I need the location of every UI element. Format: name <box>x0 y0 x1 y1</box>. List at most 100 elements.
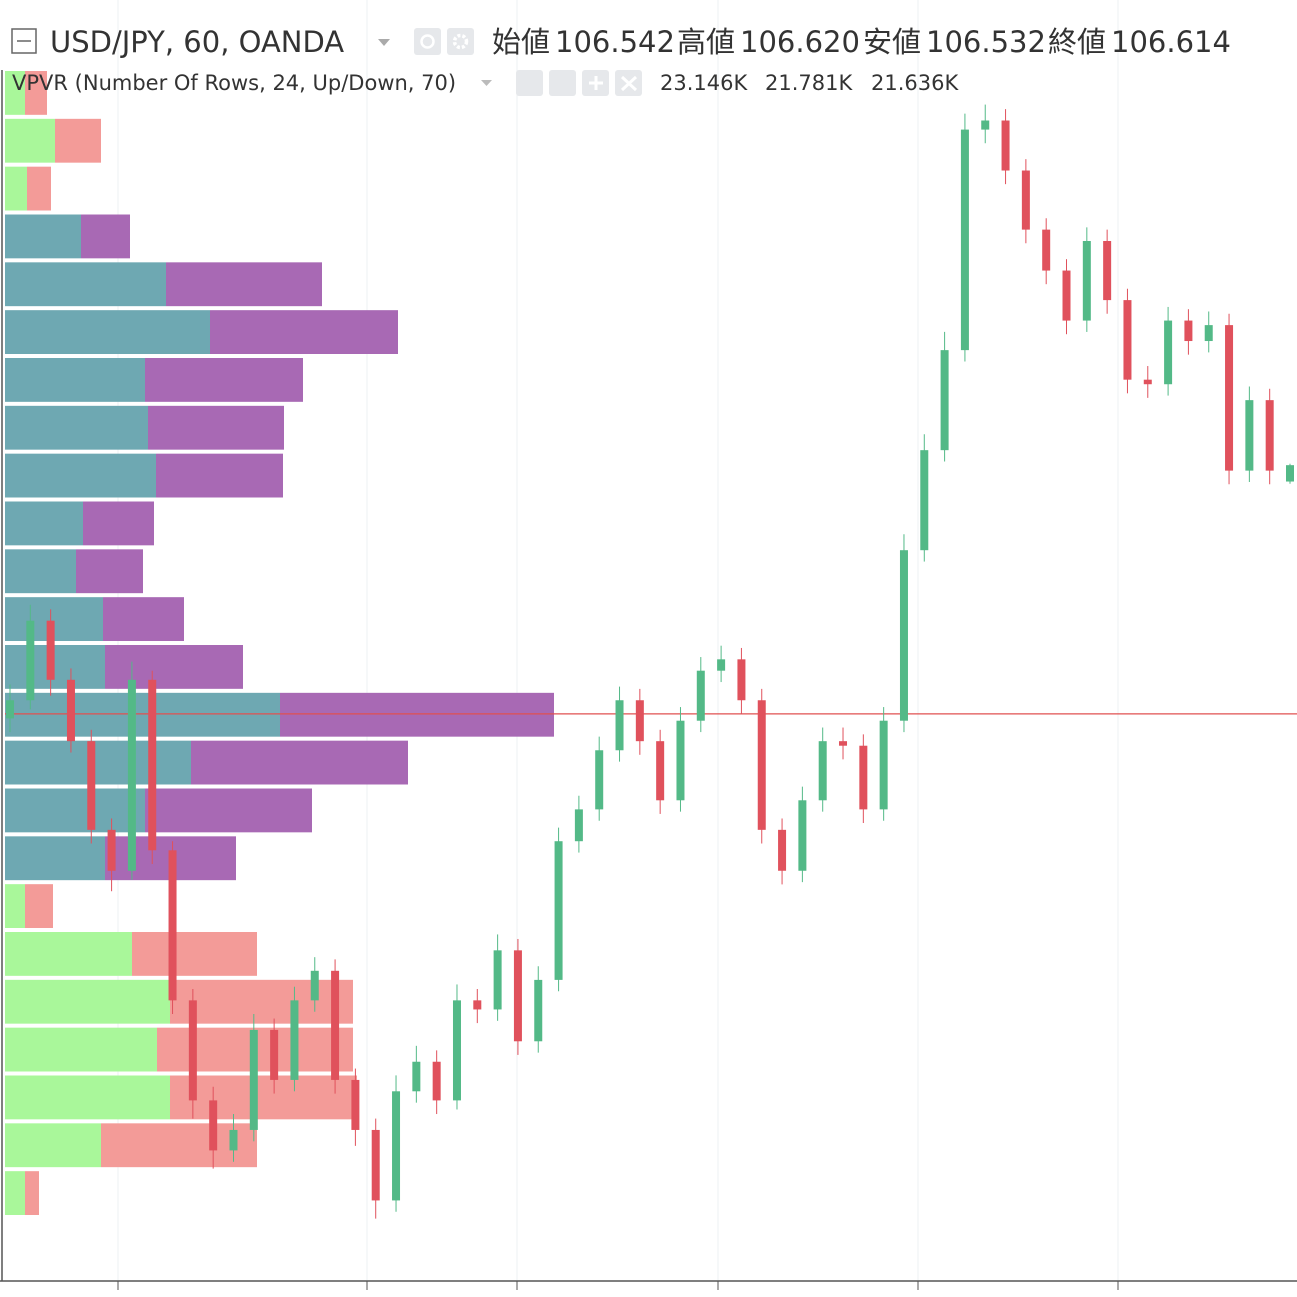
indicator-value: 21.636K <box>871 71 959 95</box>
candle-body <box>534 979 543 1042</box>
candle-body <box>229 1129 238 1151</box>
candle-body <box>1245 400 1254 471</box>
candle-body <box>1204 325 1213 342</box>
eye-icon <box>420 34 435 49</box>
candle-body <box>26 620 35 701</box>
candle-body <box>1164 320 1173 385</box>
volume-bar <box>5 884 25 928</box>
gear-icon <box>452 33 469 50</box>
header: USD/JPY, 60, OANDA 始値 106.542 高値 106.620… <box>11 25 1231 96</box>
volume-bar <box>5 979 170 1024</box>
indicator-value: 21.781K <box>765 71 853 95</box>
volume-bar <box>5 405 148 450</box>
ohlc-value: 106.620 <box>740 25 860 59</box>
ohlc-label: 安値 <box>863 25 921 59</box>
volume-bar <box>191 740 408 785</box>
candle-body <box>127 679 136 871</box>
candle-body <box>270 1029 279 1080</box>
candle-body <box>717 659 726 671</box>
candle-body <box>1184 320 1193 342</box>
candle-body <box>899 550 908 721</box>
settings-button[interactable] <box>447 28 474 55</box>
volume-bar <box>5 501 83 546</box>
candle-body <box>331 970 340 1080</box>
x-ticks <box>117 1281 1119 1290</box>
candle-body <box>839 741 848 746</box>
candle-body <box>1123 300 1132 380</box>
volume-bar <box>25 1171 39 1215</box>
volume-bar <box>105 645 243 689</box>
volume-bar <box>27 166 51 211</box>
volume-bar <box>170 979 353 1024</box>
candle-body <box>351 1079 360 1130</box>
volume-bar <box>5 262 166 307</box>
volume-bar <box>156 453 283 498</box>
candle-body <box>493 950 502 1010</box>
symbol[interactable]: USD/JPY, 60, OANDA <box>50 25 344 59</box>
volume-bar <box>280 692 554 737</box>
volume-bar <box>5 214 81 259</box>
candle-body <box>412 1061 421 1092</box>
volume-bar <box>5 932 132 976</box>
candle-body <box>798 800 807 871</box>
volume-bar <box>5 1075 170 1120</box>
candle-body <box>1042 229 1051 271</box>
volume-bar <box>5 71 25 115</box>
dropdown[interactable] <box>378 39 390 46</box>
volume-bar <box>148 405 284 450</box>
volume-bar <box>5 166 27 211</box>
candle-body <box>452 1000 461 1101</box>
volume-bar <box>25 71 47 115</box>
ohlc-label: 終値 <box>1048 25 1106 59</box>
candle-body <box>392 1091 401 1201</box>
dropdown[interactable] <box>481 80 492 86</box>
candle-body <box>6 700 14 719</box>
candle-body <box>188 1000 197 1101</box>
candle-body <box>635 700 644 742</box>
ohlc-label: 始値 <box>492 25 550 59</box>
volume-bar <box>170 1075 357 1120</box>
volume-bar <box>5 118 55 163</box>
ohlc-label: 高値 <box>677 25 735 59</box>
volume-bar <box>5 453 156 498</box>
volume-bar <box>55 118 101 163</box>
indicator-title[interactable]: VPVR (Number Of Rows, 24, Up/Down, 70) <box>12 71 456 95</box>
candle-body <box>981 120 990 130</box>
volume-bar <box>5 1027 157 1072</box>
candle-body <box>1082 240 1091 321</box>
candle-body <box>148 679 157 851</box>
settings-button[interactable] <box>549 70 576 96</box>
candle-body <box>656 741 665 801</box>
volume-bar <box>210 310 398 354</box>
candle-body <box>209 1100 218 1151</box>
ohlc-value: 106.614 <box>1111 25 1231 59</box>
candle-body <box>940 350 949 451</box>
candle-body <box>615 700 624 751</box>
candle-body <box>1225 325 1234 471</box>
eye-button[interactable] <box>414 28 441 55</box>
ohlc-value: 106.542 <box>555 25 675 59</box>
candle-body <box>473 1000 482 1010</box>
candle-body <box>249 1029 258 1130</box>
candle-body <box>1265 400 1274 471</box>
volume-bar <box>5 836 105 881</box>
candle-body <box>46 620 55 680</box>
candle-body <box>574 809 583 842</box>
candle-body <box>554 841 563 980</box>
candle-body <box>778 829 787 871</box>
volume-bar <box>5 740 191 785</box>
volume-bar <box>145 788 312 833</box>
volume-bar <box>5 549 76 594</box>
eye-button[interactable] <box>516 70 543 96</box>
candle-body <box>920 450 929 551</box>
candle-body <box>432 1061 441 1101</box>
candle-body <box>1062 270 1071 321</box>
indicator-value: 23.146K <box>660 71 748 95</box>
candle-body <box>371 1129 380 1201</box>
candle-body <box>737 659 746 701</box>
candle-body <box>879 720 888 810</box>
candle-body <box>87 741 96 830</box>
candle-body <box>1021 170 1030 230</box>
